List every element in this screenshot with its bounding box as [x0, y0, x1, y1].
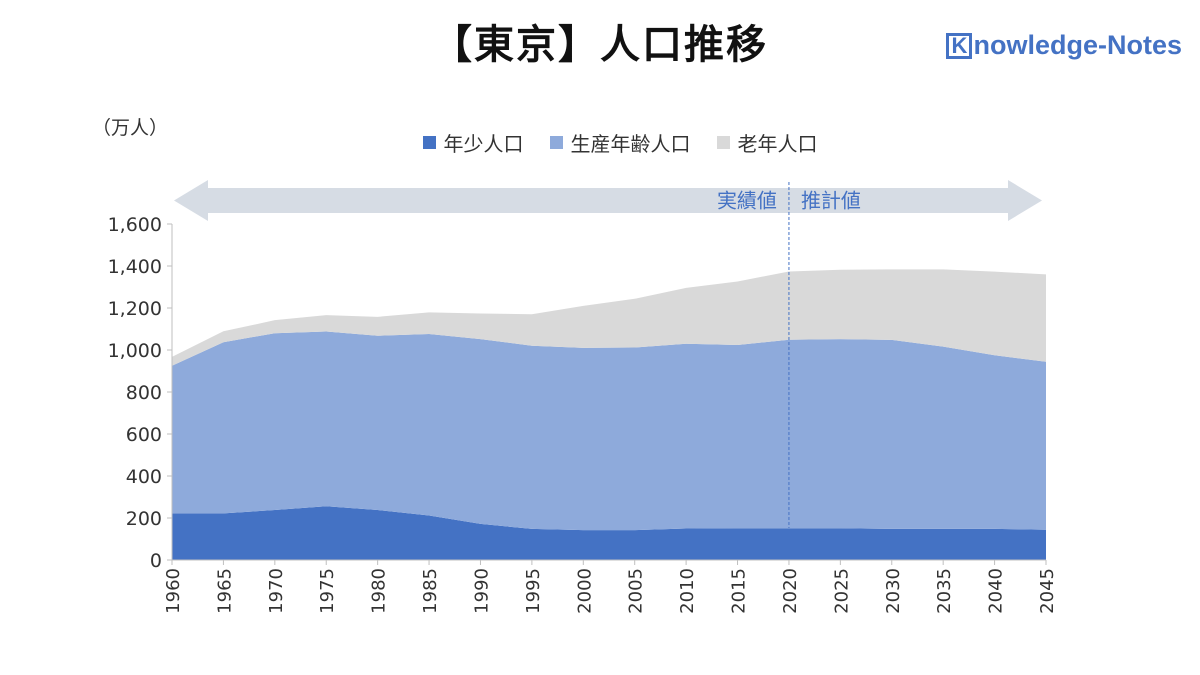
x-tick-label: 1970: [266, 568, 287, 614]
area-working: [172, 331, 1046, 531]
legend-label-elderly: 老年人口: [737, 132, 818, 156]
legend-swatch-working: [549, 136, 563, 149]
y-tick-label: 200: [126, 508, 162, 530]
x-tick-label: 2005: [626, 568, 647, 614]
annotation-projection: 推計値: [801, 189, 861, 213]
y-tick-label: 1,000: [108, 340, 162, 362]
x-tick-label: 1985: [420, 568, 441, 614]
area-youth: [172, 506, 1046, 560]
legend-item-youth: 年少人口: [422, 128, 524, 157]
double-arrow-band: [174, 180, 1042, 221]
brand-logo-initial: K: [946, 32, 973, 59]
x-tick-label: 1975: [317, 568, 338, 614]
legend-item-elderly: 老年人口: [716, 128, 818, 157]
legend-swatch-elderly: [716, 136, 730, 149]
x-tick-label: 1990: [471, 568, 492, 614]
x-tick-label: 1980: [369, 568, 390, 614]
x-tick-label: 2040: [986, 568, 1007, 614]
y-tick-label: 400: [126, 466, 162, 488]
y-tick-label: 1,600: [108, 214, 162, 236]
y-tick-label: 800: [126, 382, 162, 404]
x-tick-label: 2030: [883, 568, 904, 614]
brand-logo-text: nowledge-Notes: [973, 30, 1182, 60]
x-tick-label: 2035: [934, 568, 955, 614]
annotation-actual: 実績値: [717, 189, 777, 213]
legend-item-working: 生産年齢人口: [549, 128, 691, 157]
x-tick-label: 2000: [574, 568, 595, 614]
legend-label-youth: 年少人口: [443, 132, 524, 156]
x-tick-label: 2010: [677, 568, 698, 614]
x-tick-label: 2025: [831, 568, 852, 614]
chart-title: 【東京】人口推移: [432, 22, 768, 68]
x-tick-label: 1965: [214, 568, 235, 614]
legend-label-working: 生産年齢人口: [570, 132, 691, 156]
x-tick-label: 1960: [163, 568, 184, 614]
x-tick-label: 2015: [729, 568, 750, 614]
y-tick-label: 0: [150, 550, 162, 572]
y-axis-unit-label: （万人）: [92, 117, 169, 139]
x-tick-label: 2045: [1037, 568, 1058, 614]
y-tick-label: 1,200: [108, 298, 162, 320]
x-tick-label: 2020: [780, 568, 801, 614]
y-tick-label: 1,400: [108, 256, 162, 278]
chart-legend: 年少人口 生産年齢人口 老年人口: [0, 128, 1200, 157]
area-elderly: [172, 269, 1046, 366]
legend-swatch-youth: [422, 136, 436, 149]
y-tick-label: 600: [126, 424, 162, 446]
x-tick-label: 1995: [523, 568, 544, 614]
